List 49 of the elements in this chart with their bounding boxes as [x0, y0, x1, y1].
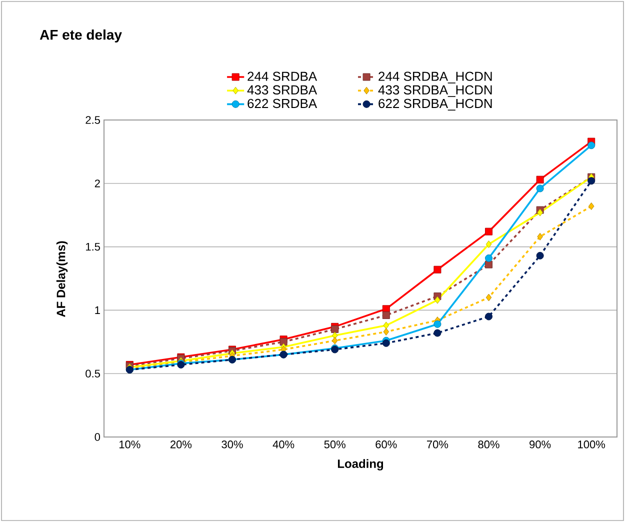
x-tick-label: 100% — [578, 440, 606, 448]
point — [331, 325, 339, 333]
point — [485, 312, 492, 320]
point — [588, 202, 594, 210]
y-tick-label: 0.5 — [86, 370, 100, 378]
y-tick-label: 2.5 — [86, 116, 100, 124]
legend-label: 433 SRDBA — [247, 85, 318, 94]
point — [382, 339, 390, 347]
point — [588, 177, 596, 185]
point — [383, 328, 390, 336]
y-tick-label: 0 — [94, 433, 100, 441]
point — [537, 232, 543, 240]
point — [536, 252, 544, 260]
x-tick-label: 20% — [170, 440, 192, 448]
y-tick-label: 2 — [94, 180, 100, 188]
point — [485, 254, 492, 262]
y-axis-title: AF Delay(ms) — [56, 241, 68, 318]
x-tick-label: 40% — [272, 440, 294, 448]
y-tick-label: 1 — [95, 306, 100, 314]
x-tick-label: 70% — [427, 440, 448, 448]
legend-label: 433 SRDBA_HCDN — [378, 85, 492, 97]
x-tick-label: 80% — [478, 440, 500, 448]
x-tick-label: 30% — [222, 440, 243, 448]
point — [383, 322, 390, 330]
x-tick-label: 50% — [324, 440, 346, 448]
point — [434, 329, 442, 337]
y-tick-label: 1.5 — [86, 242, 100, 251]
legend-label: 244 SRDBA — [248, 72, 318, 81]
point — [434, 320, 442, 328]
point — [382, 312, 390, 320]
x-tick-label: 60% — [376, 440, 397, 448]
legend-label: 622 SRDBA_HCDN — [378, 98, 492, 111]
point — [434, 266, 442, 274]
x-tick-label: 90% — [530, 440, 551, 448]
point — [332, 336, 338, 344]
legend-label: 244 SRDBA_HCDN — [378, 72, 492, 84]
x-axis-title: Loading — [338, 459, 384, 470]
point — [536, 176, 544, 184]
point — [537, 208, 543, 216]
chart-title: AF ete delay — [40, 29, 122, 43]
point — [485, 260, 492, 268]
point — [434, 296, 440, 304]
legend-label: 622 SRDBA — [248, 98, 318, 108]
point — [588, 142, 596, 150]
point — [486, 294, 492, 302]
x-tick-label: 10% — [119, 440, 140, 448]
point — [536, 184, 544, 192]
point — [485, 228, 492, 236]
point — [486, 240, 492, 248]
